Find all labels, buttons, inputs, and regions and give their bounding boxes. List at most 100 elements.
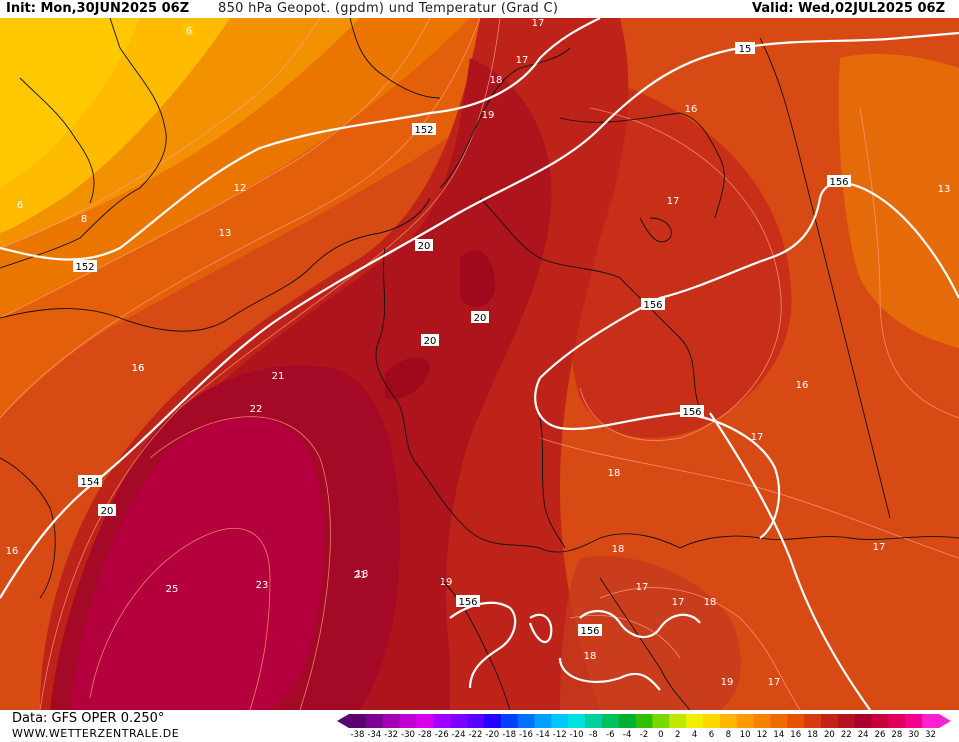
temp-label: 22	[250, 404, 263, 415]
colorbar-swatch	[669, 714, 687, 728]
temp-band-east	[838, 53, 959, 349]
colorbar-swatch	[534, 714, 552, 728]
colorbar-tick-label: -4	[622, 730, 632, 740]
colorbar-swatch	[854, 714, 873, 728]
colorbar-tick-label: 16	[790, 730, 802, 740]
colorbar-tick-label: -34	[367, 730, 382, 740]
svg-text:18: 18	[584, 651, 597, 662]
colorbar-tick-label: 4	[691, 730, 698, 740]
chart-header: Init: Mon,30JUN2025 06Z 850 hPa Geopot. …	[0, 0, 959, 18]
temperature-labels: 6 6 8 12 13 16 20 20 20 21 22 25 23 21 2…	[6, 18, 951, 688]
borders	[0, 18, 959, 710]
colorbar-tick-label: 10	[739, 730, 751, 740]
temp-label: 17	[672, 597, 685, 608]
svg-text:156: 156	[458, 597, 477, 608]
temp-label: 17	[873, 542, 886, 553]
colorbar-swatch	[736, 714, 755, 728]
colorbar-swatch	[433, 714, 451, 728]
colorbar-swatch	[652, 714, 670, 728]
temp-label: 18	[490, 75, 503, 86]
svg-text:16: 16	[132, 363, 145, 374]
colorbar-tick-label: 32	[925, 730, 936, 740]
temp-core-20b	[385, 357, 430, 399]
temp-band-24	[70, 416, 324, 710]
svg-text:17: 17	[516, 55, 529, 66]
colorbar-tick-label: -32	[384, 730, 399, 740]
temp-label: 18	[356, 569, 369, 580]
temp-label: 20	[421, 334, 439, 347]
colorbar-swatch	[686, 714, 704, 728]
svg-text:20: 20	[418, 241, 431, 252]
colorbar-tick-label: 6	[708, 730, 715, 740]
svg-text:18: 18	[356, 569, 369, 580]
colorbar-tick-label: 24	[857, 730, 869, 740]
colorbar-swatch	[804, 714, 822, 728]
temp-label: 23	[256, 580, 269, 591]
svg-text:12: 12	[234, 183, 247, 194]
colorbar-swatch	[601, 714, 620, 728]
svg-text:156: 156	[682, 407, 701, 418]
colorbar-tick-label: -12	[552, 730, 567, 740]
temp-label: 21	[354, 570, 367, 581]
colorbar-tick-label: -22	[468, 730, 483, 740]
temp-label: 17	[751, 432, 764, 443]
colorbar-tick-label: 12	[756, 730, 768, 740]
geopot-label: 156	[827, 175, 851, 188]
svg-text:156: 156	[580, 626, 599, 637]
colorbar-swatch	[551, 714, 569, 728]
temperature-colorbar	[337, 714, 951, 728]
svg-text:16: 16	[6, 546, 19, 557]
svg-text:19: 19	[721, 677, 734, 688]
colorbar-swatch	[905, 714, 923, 728]
temp-label: 18	[608, 468, 621, 479]
colorbar-swatch	[635, 714, 653, 728]
svg-text:152: 152	[414, 125, 433, 136]
colorbar-tick-label: 28	[891, 730, 903, 740]
website-credit: WWW.WETTERZENTRALE.DE	[12, 727, 180, 740]
temp-label: 16	[796, 380, 809, 391]
temp-label: 19	[440, 577, 453, 588]
geopot-label: 156	[680, 405, 704, 418]
svg-text:156: 156	[829, 177, 848, 188]
svg-text:17: 17	[667, 196, 680, 207]
temp-label: 18	[704, 597, 717, 608]
svg-text:18: 18	[608, 468, 621, 479]
colorbar-swatch	[922, 714, 940, 728]
svg-text:152: 152	[75, 262, 94, 273]
colorbar-swatch	[500, 714, 519, 728]
colorbar-tick-label: 14	[773, 730, 785, 740]
chart-title: 850 hPa Geopot. (gpdm) und Temperatur (G…	[218, 1, 559, 16]
temp-label: 17	[532, 18, 545, 29]
colorbar-swatch	[719, 714, 738, 728]
geopot-label: 156	[578, 624, 602, 637]
temp-label: 6	[17, 200, 23, 211]
colorbar-tick-label: -26	[434, 730, 449, 740]
svg-text:19: 19	[440, 577, 453, 588]
temp-label: 25	[166, 584, 179, 595]
colorbar-swatch	[416, 714, 434, 728]
svg-text:17: 17	[636, 582, 649, 593]
colorbar-swatch	[618, 714, 637, 728]
geopot-label: 152	[73, 260, 97, 273]
temp-label: 16	[132, 363, 145, 374]
temp-label: 12	[234, 183, 247, 194]
temp-label: 13	[938, 184, 951, 195]
svg-text:17: 17	[768, 677, 781, 688]
weather-map: 152 152 154 156 156 156 156 156 15 6 6 8…	[0, 18, 959, 710]
geopotential-labels: 152 152 154 156 156 156 156 156 15	[73, 42, 851, 637]
colorbar-swatch	[349, 714, 367, 728]
svg-text:17: 17	[532, 18, 545, 29]
colorbar-tick-label: -20	[485, 730, 500, 740]
colorbar-swatch	[821, 714, 839, 728]
svg-text:20: 20	[474, 313, 487, 324]
colorbar-tick-label: -2	[639, 730, 649, 740]
colorbar-swatch	[871, 714, 889, 728]
valid-time: Valid: Wed,02JUL2025 06Z	[752, 1, 945, 16]
svg-text:16: 16	[796, 380, 809, 391]
svg-text:21: 21	[272, 371, 285, 382]
colorbar-swatch	[787, 714, 805, 728]
colorbar-labels: -38 -34 -32 -30 -28 -26 -24 -22 -20 -18 -16 -14 -12-…	[340, 730, 950, 742]
svg-text:25: 25	[166, 584, 179, 595]
temp-label: 17	[667, 196, 680, 207]
colorbar-tick-label: -14	[535, 730, 550, 740]
